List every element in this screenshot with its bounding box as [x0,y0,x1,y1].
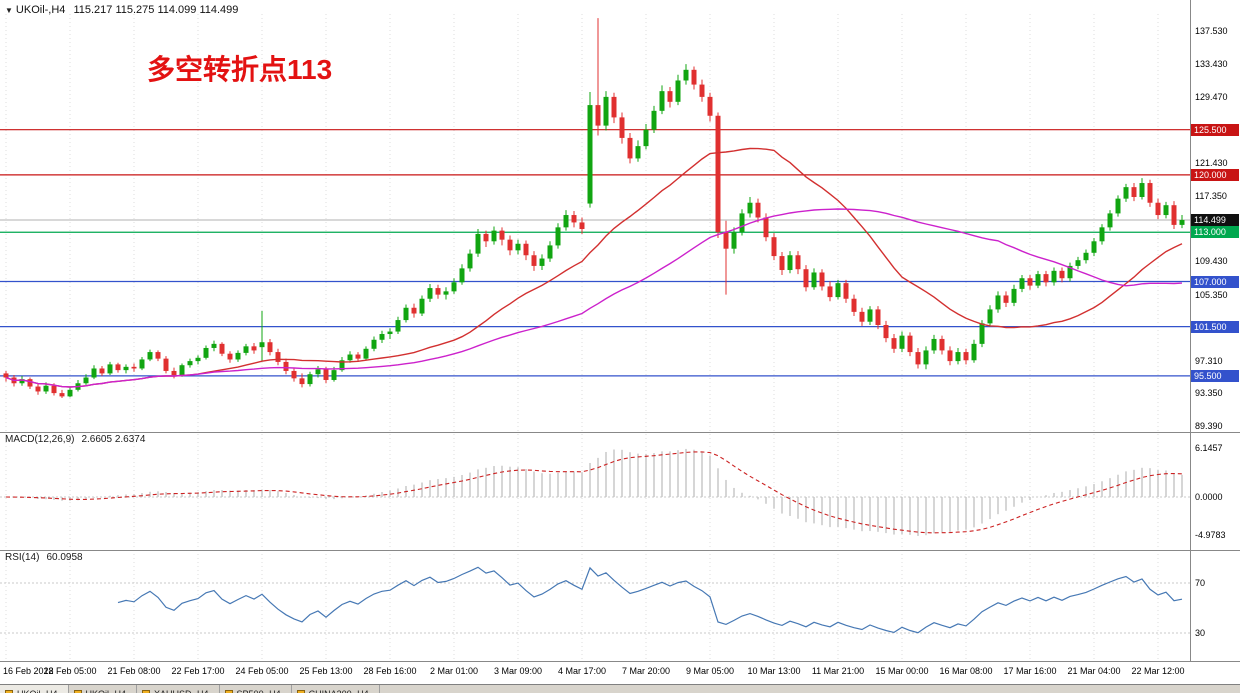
chart-tab[interactable]: XAUUSD-,H4 [137,685,220,693]
chart-tab-label: CHINA300-,H4 [309,689,369,693]
macd-histogram [0,448,1190,536]
chart-tab[interactable]: SP500-,H4 [219,685,292,693]
macd-signal-line [5,451,1183,534]
chart-tab-icon [142,690,151,693]
rsi-line [117,566,1183,634]
chart-tab-icon [224,690,233,693]
candlestick-series [3,18,1185,399]
ma-line [5,208,1183,388]
chart-tab-label: UKOil-,H4 [17,689,58,693]
chart-tab-label: UKOil-,H4 [86,689,127,693]
grid-lines [5,14,1159,660]
chart-tab-icon [5,690,13,693]
ma-line [5,147,1183,388]
chart-tab[interactable]: CHINA300-,H4 [291,685,380,693]
chart-tab-bar: UKOil-,H4 UKOil-,H4 XAUUSD-,H4 SP500-,H4 CHI… [0,684,1240,693]
chart-tab[interactable]: UKOil-,H4 [0,685,69,693]
chart-tab-label: XAUUSD-,H4 [154,689,209,693]
chart-tab[interactable]: UKOil-,H4 [68,685,138,693]
chart-tab-icon [73,690,82,693]
chart-tab-label: SP500-,H4 [237,689,281,693]
chart-tab-icon [296,690,305,693]
